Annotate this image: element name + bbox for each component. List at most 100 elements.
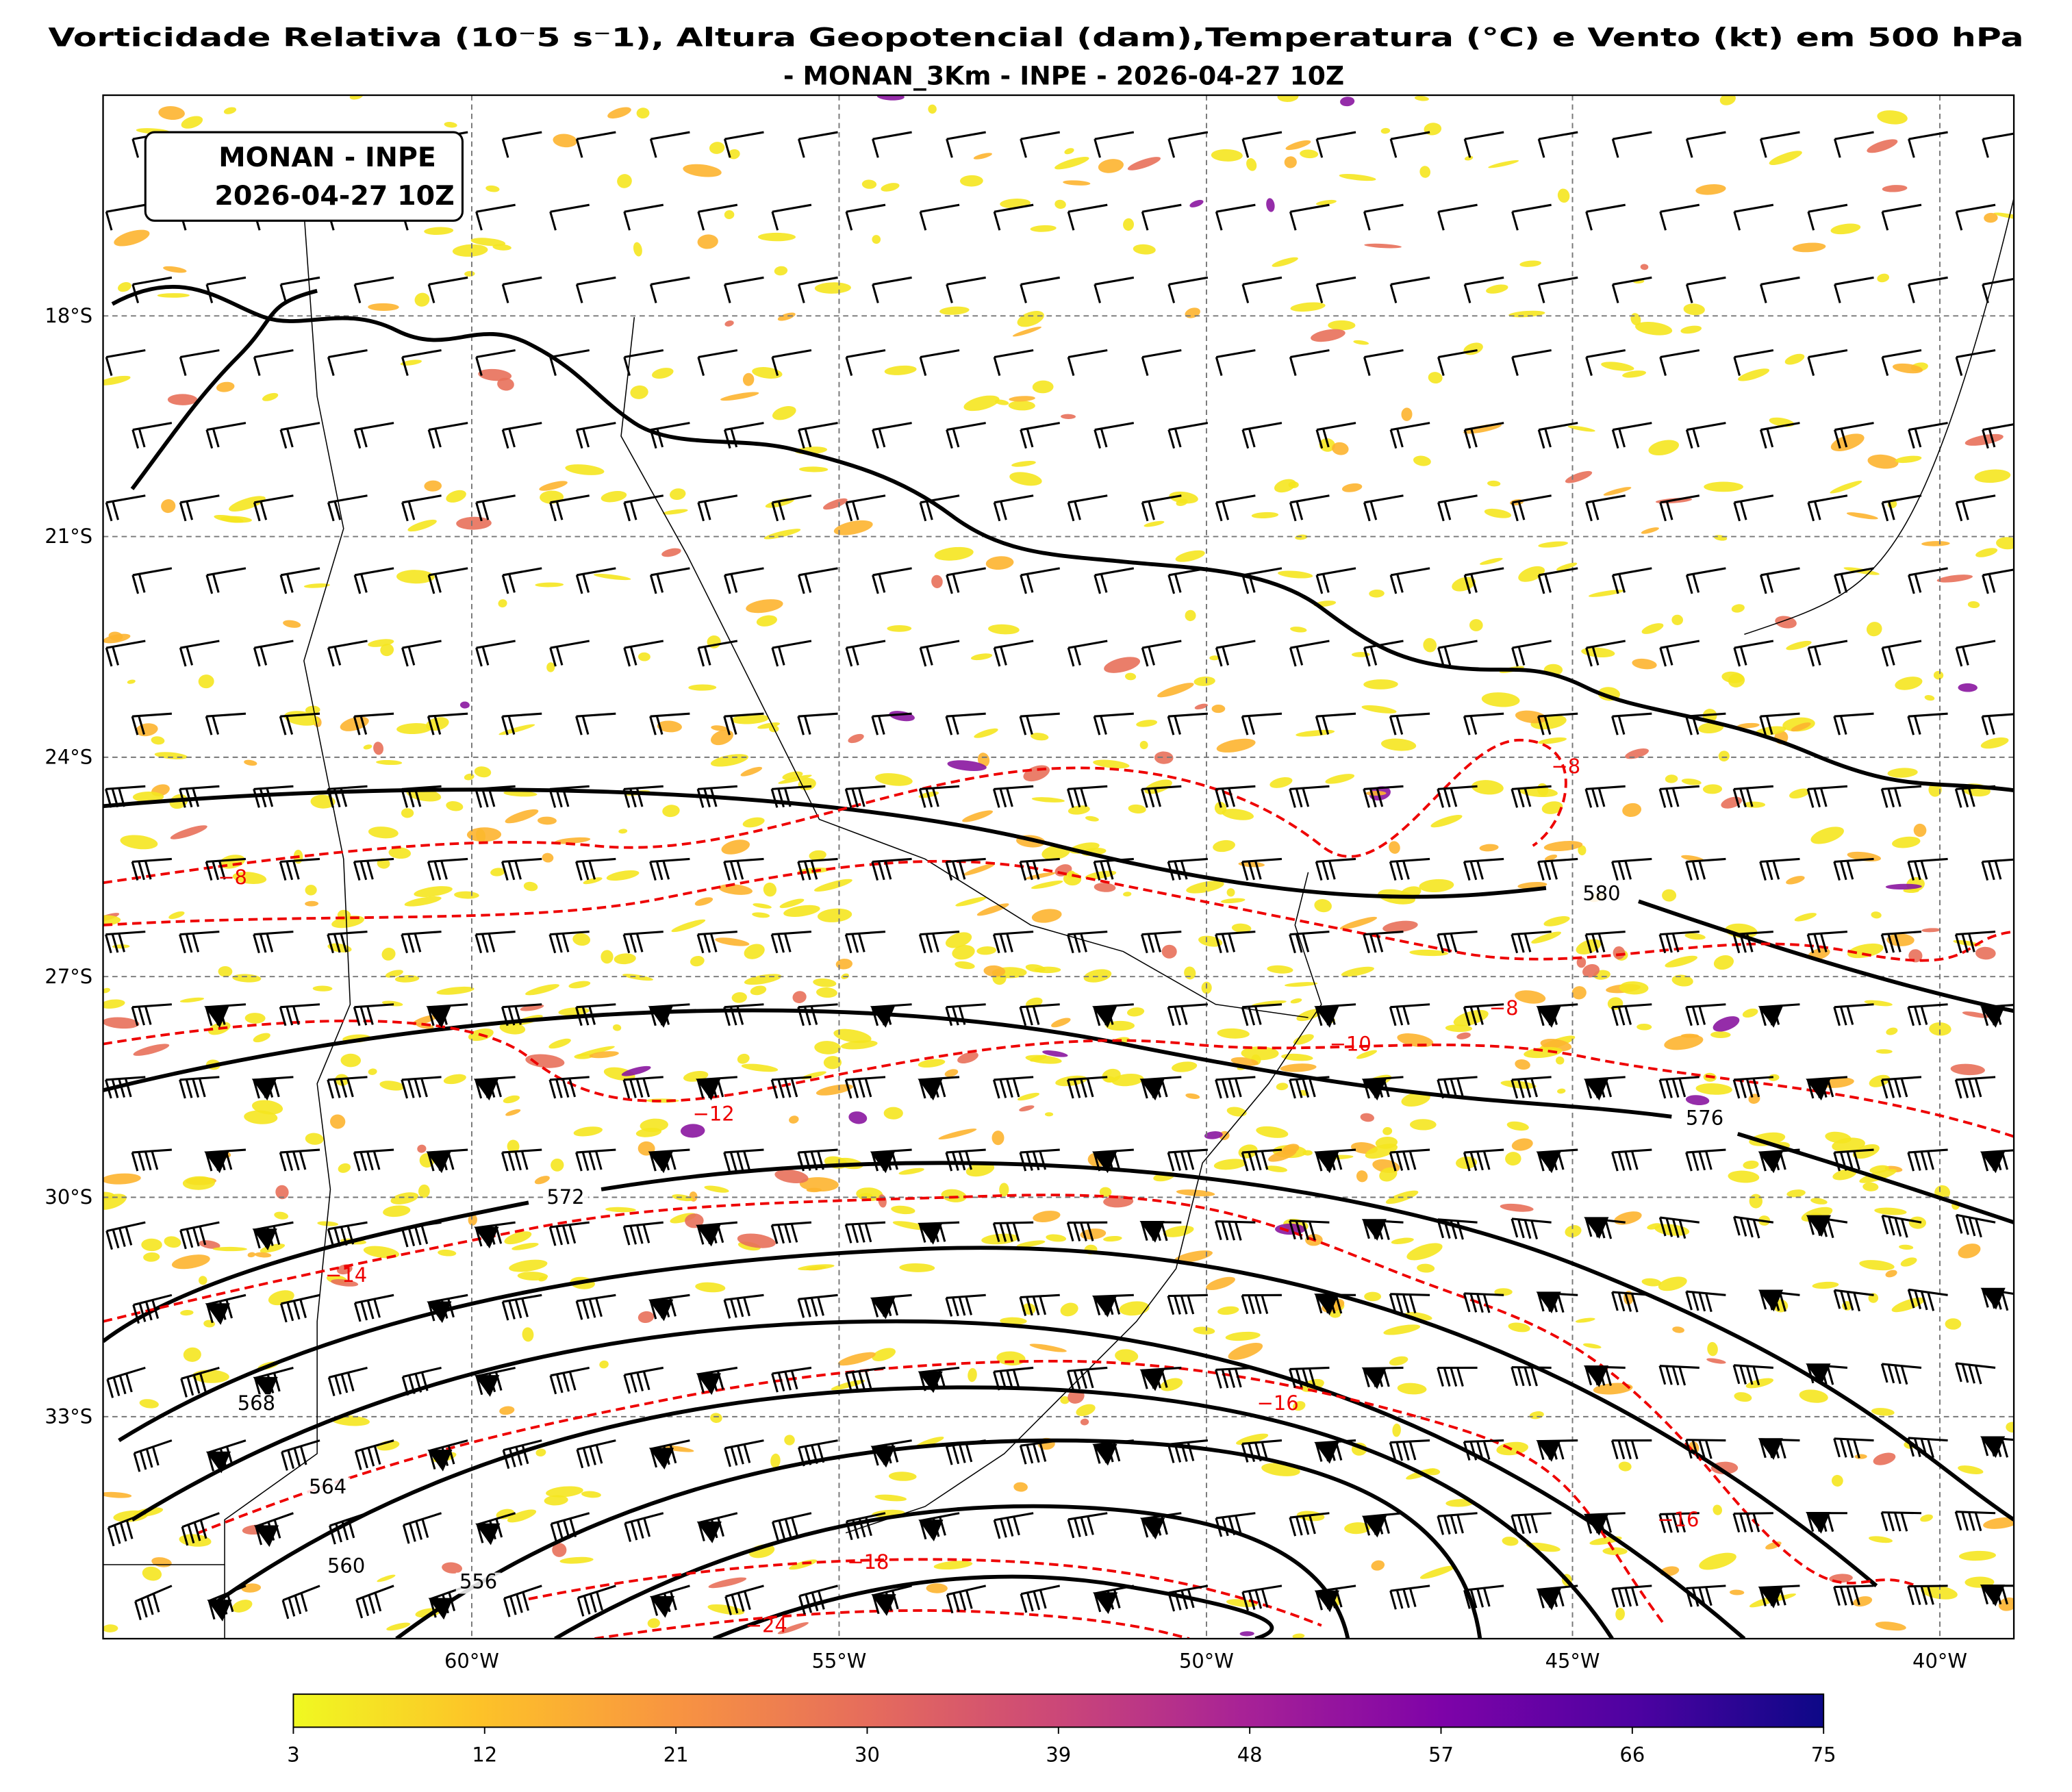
barb-tick	[509, 1595, 517, 1615]
barb-tick	[1732, 1365, 1741, 1385]
vorticity-patch	[1665, 774, 1678, 783]
barb-tick	[1482, 1150, 1491, 1170]
barb-tick	[1408, 1441, 1417, 1461]
vorticity-patch	[1873, 1452, 1896, 1465]
vorticity-patch	[216, 381, 235, 392]
vorticity-patch	[381, 948, 396, 961]
vorticity-patch	[1582, 964, 1600, 978]
barb-tick	[333, 788, 341, 808]
barb-tick	[407, 933, 415, 953]
barb-tick	[340, 933, 348, 952]
barb-tick	[1659, 647, 1667, 667]
vorticity-patch	[1734, 1392, 1752, 1402]
barb-staff	[1020, 567, 1061, 577]
vorticity-patch	[565, 464, 605, 475]
barb-tick	[1907, 1007, 1915, 1026]
vorticity-patch	[504, 1231, 532, 1245]
barb-tick	[1630, 1293, 1639, 1313]
vorticity-patch	[1067, 805, 1090, 815]
barb-flag	[1806, 1512, 1831, 1534]
barb-tick	[1745, 933, 1754, 952]
vorticity-patch	[1936, 575, 1973, 583]
barb-tick	[118, 1228, 126, 1247]
barb-tick	[1685, 716, 1693, 735]
barb-staff	[254, 640, 294, 649]
barb-tick	[851, 788, 859, 808]
barb-staff	[1390, 131, 1430, 140]
barb-tick	[1880, 1079, 1888, 1099]
vorticity-patch	[1225, 1331, 1261, 1341]
colorbar-ticks: 3 12 21 30 39 48 57 66 75	[287, 1727, 1836, 1767]
vorticity-patch	[1213, 840, 1235, 853]
barb-tick	[501, 429, 509, 449]
height-contour-label: 568	[238, 1391, 275, 1415]
barb-tick	[288, 1597, 296, 1617]
barb-tick	[1315, 429, 1324, 449]
barb-staff	[1956, 349, 1996, 359]
barb-tick	[919, 502, 927, 522]
barb-tick	[1302, 1515, 1310, 1535]
vorticity-patch	[1265, 1165, 1288, 1172]
barb-flag	[251, 1078, 277, 1101]
vorticity-patch	[548, 1038, 571, 1049]
contour-line	[111, 285, 2014, 792]
vorticity-patch	[1618, 1461, 1632, 1472]
vorticity-patch	[380, 644, 394, 657]
lon-label: 45°W	[1545, 1650, 1600, 1673]
barb-tick	[858, 1078, 866, 1098]
barb-staff	[1982, 277, 2014, 286]
barb-tick	[649, 861, 657, 881]
barb-tick	[205, 1007, 213, 1026]
vorticity-patch	[1382, 920, 1418, 933]
barb-tick	[851, 933, 859, 953]
barb-staff	[920, 203, 960, 213]
vorticity-patch	[1389, 1356, 1408, 1366]
barb-tick	[1032, 1443, 1040, 1463]
barb-tick	[420, 1225, 429, 1245]
barb-tick	[1894, 933, 1902, 952]
barb-tick	[1437, 1367, 1444, 1387]
vorticity-patch	[338, 1163, 351, 1173]
barb-flag	[1806, 1215, 1831, 1237]
barb-staff	[1216, 640, 1256, 649]
vorticity-patch	[741, 1063, 779, 1072]
vorticity-patch	[694, 897, 713, 906]
barb-tick	[697, 357, 705, 376]
barb-tick	[1591, 788, 1599, 808]
barb-tick	[1363, 211, 1371, 231]
barb-tick	[333, 1227, 342, 1247]
barb-tick	[1524, 1220, 1532, 1239]
vorticity-patch	[1414, 96, 1429, 101]
barb-tick	[428, 1450, 436, 1470]
vorticity-patch	[1064, 148, 1074, 155]
vorticity-patch	[1887, 768, 1918, 778]
vorticity-patch	[468, 1213, 477, 1226]
barb-tick	[1887, 1078, 1895, 1098]
barb-staff	[772, 1512, 812, 1524]
temperature-contour-label: −8	[1552, 755, 1581, 778]
barb-tick	[736, 1298, 744, 1317]
barb-tick	[353, 861, 361, 881]
barb-tick	[1241, 1591, 1249, 1611]
vorticity-patch	[1169, 491, 1198, 504]
barb-tick	[703, 646, 711, 666]
barb-tick	[407, 1078, 415, 1098]
barb-tick	[401, 647, 409, 667]
barb-tick	[1887, 788, 1895, 808]
barb-tick	[1806, 934, 1815, 954]
barb-tick	[1920, 860, 1928, 880]
vorticity-patch	[424, 227, 454, 235]
barb-flag	[426, 1006, 451, 1028]
vorticity-patch	[553, 134, 577, 148]
vorticity-patch	[1300, 149, 1319, 159]
barb-tick	[1437, 1219, 1445, 1239]
barb-tick	[797, 1152, 805, 1172]
barb-tick	[1617, 1006, 1626, 1026]
barb-tick	[253, 934, 260, 954]
barb-tick	[1524, 1514, 1532, 1534]
barb-tick	[797, 1007, 805, 1026]
vorticity-patch	[168, 911, 185, 920]
vorticity-patch	[544, 1495, 568, 1506]
barb-tick	[1215, 1079, 1222, 1099]
contour-line	[130, 288, 318, 490]
